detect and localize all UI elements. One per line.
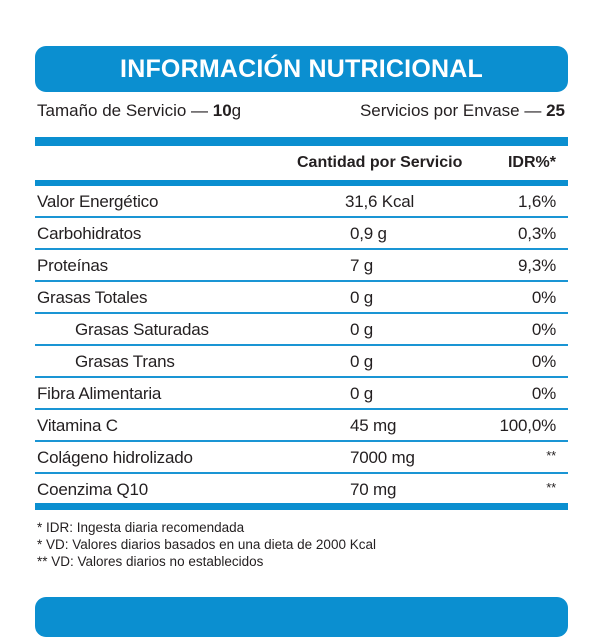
nutrient-idr: 0% <box>531 320 556 339</box>
table-row: Proteínas 7 g 9,3% <box>35 250 568 282</box>
footnote-idr: * IDR: Ingesta diaria recomendada <box>37 520 245 535</box>
nutrient-name: Grasas Totales <box>37 288 148 307</box>
nutrient-name: Grasas Saturadas <box>75 320 209 339</box>
nutrient-idr: 0,3% <box>518 224 556 243</box>
nutrient-amount: 7000 mg <box>350 448 415 467</box>
servings-per-container-label: Servicios por Envase — <box>359 101 547 120</box>
footnotes: * IDR: Ingesta diaria recomendada * VD: … <box>37 519 376 570</box>
nutrient-name: Vitamina C <box>37 416 118 435</box>
nutrient-amount: 0 g <box>350 288 374 307</box>
nutrient-idr: ** <box>546 448 556 463</box>
servings-per-container: Servicios por Envase — 25 <box>360 101 565 121</box>
nutrient-amount: 31,6 Kcal <box>345 192 415 211</box>
table-row: Coenzima Q10 70 mg ** <box>35 474 568 504</box>
nutrient-amount: 0 g <box>350 352 374 371</box>
nutrient-amount: 0 g <box>350 384 374 403</box>
table-row: Vitamina C 45 mg 100,0% <box>35 410 568 442</box>
nutrient-amount: 70 mg <box>350 480 397 499</box>
nutrient-amount: 7 g <box>350 256 374 275</box>
nutrient-amount: 0,9 g <box>350 224 387 243</box>
serving-size-label: Tamaño de Servicio — <box>37 101 213 120</box>
table-row: Fibra Alimentaria 0 g 0% <box>35 378 568 410</box>
column-header-idr: IDR%* <box>507 154 556 171</box>
bottom-divider <box>35 503 568 510</box>
nutrient-name: Valor Energético <box>37 192 159 211</box>
table-row: Grasas Totales 0 g 0% <box>35 282 568 314</box>
footnote-vd: * VD: Valores diarios basados en una die… <box>37 537 376 552</box>
table-row: Grasas Saturadas 0 g 0% <box>35 314 568 346</box>
serving-size-value: 10 <box>212 101 232 120</box>
nutrient-name: Coenzima Q10 <box>37 480 148 499</box>
nutrient-name: Grasas Trans <box>75 352 175 371</box>
table-row: Valor Energético 31,6 Kcal 1,6% <box>35 186 568 218</box>
title-banner: INFORMACIÓN NUTRICIONAL <box>35 46 568 92</box>
nutrient-name: Carbohidratos <box>37 224 142 243</box>
nutrient-amount: 45 mg <box>350 416 397 435</box>
nutrient-idr: 0% <box>531 352 556 371</box>
header-divider <box>35 180 568 186</box>
serving-size: Tamaño de Servicio — 10g <box>37 101 241 121</box>
nutrient-amount: 0 g <box>350 320 374 339</box>
nutrient-idr: 100,0% <box>499 416 557 435</box>
column-header-amount: Cantidad por Servicio <box>297 154 463 171</box>
nutrient-idr: 0% <box>531 288 556 307</box>
table-row: Colágeno hidrolizado 7000 mg ** <box>35 442 568 474</box>
top-divider <box>35 137 568 146</box>
nutrition-table: Valor Energético 31,6 Kcal 1,6% Carbohid… <box>35 186 568 504</box>
nutrient-name: Proteínas <box>37 256 108 275</box>
serving-size-unit: g <box>231 101 242 120</box>
nutrient-idr: 0% <box>531 384 556 403</box>
nutrient-idr: 1,6% <box>518 192 556 211</box>
servings-per-container-value: 25 <box>546 101 565 120</box>
table-row: Carbohidratos 0,9 g 0,3% <box>35 218 568 250</box>
footnote-vd-not-established: ** VD: Valores diarios no establecidos <box>37 554 264 569</box>
nutrient-name: Colágeno hidrolizado <box>37 448 193 467</box>
page-title: INFORMACIÓN NUTRICIONAL <box>120 54 483 83</box>
nutrient-idr: 9,3% <box>518 256 556 275</box>
nutrient-name: Fibra Alimentaria <box>37 384 162 403</box>
nutrient-idr: ** <box>546 480 556 495</box>
bottom-banner <box>35 597 568 637</box>
table-row: Grasas Trans 0 g 0% <box>35 346 568 378</box>
